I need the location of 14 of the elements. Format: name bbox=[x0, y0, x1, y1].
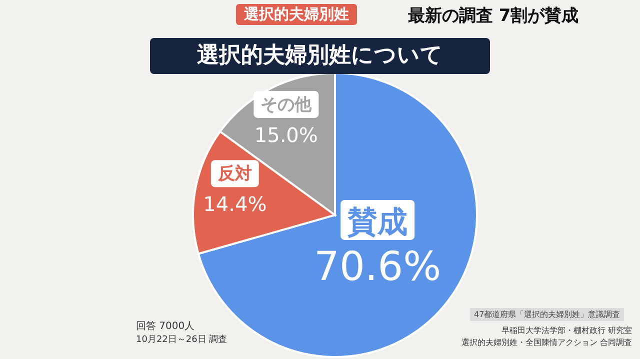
chart-title: 選択的夫婦別姓について bbox=[150, 38, 490, 74]
text: 47都道府県「選択的夫婦別姓」意識調査 bbox=[470, 308, 624, 321]
text: 選択的夫婦別姓・全国陳情アクション 合同調査 bbox=[461, 337, 632, 348]
chart-subtitle: 最新の調査 7割が賛成 bbox=[408, 5, 579, 27]
slice-label: 賛成 bbox=[346, 204, 408, 240]
text: 早稲田大学法学部・棚村政行 研究室 bbox=[501, 325, 632, 336]
data-label: 70.6% bbox=[314, 244, 442, 290]
slice-label: その他 bbox=[260, 94, 313, 115]
slice-label: 反対 bbox=[216, 164, 252, 184]
text: 選択的夫婦別姓 bbox=[236, 4, 357, 25]
data-label: 15.0% bbox=[254, 122, 318, 147]
data-label: 14.4% bbox=[203, 192, 267, 216]
text: 10月22日～26日 調査 bbox=[136, 334, 228, 346]
text: 回答 7000人 bbox=[136, 320, 195, 333]
